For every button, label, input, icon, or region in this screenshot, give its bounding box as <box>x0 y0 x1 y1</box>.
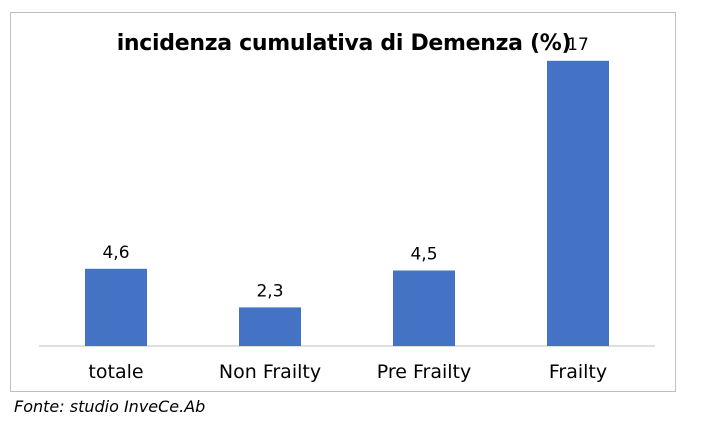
category-tick-label: totale <box>88 361 143 383</box>
data-label: 4,6 <box>102 243 129 263</box>
category-tick-label: Non Frailty <box>219 361 321 383</box>
source-note: Fonte: studio InveCe.Ab <box>14 397 206 416</box>
data-label: 2,3 <box>256 281 283 301</box>
bar-pre-frailty <box>393 270 455 346</box>
category-tick-label: Pre Frailty <box>377 361 472 383</box>
bar-frailty <box>547 60 609 347</box>
category-tick-label: Frailty <box>549 361 607 383</box>
chart-frame: incidenza cumulativa di Demenza (%) 4,6 2… <box>10 12 676 392</box>
data-label: 17 <box>567 35 589 55</box>
value-labels-group: 4,6 2,3 4,5 17 <box>102 35 588 302</box>
bar-totale <box>85 268 147 346</box>
chart-title: incidenza cumulativa di Demenza (%) <box>116 31 572 56</box>
category-labels-group: totale Non Frailty Pre Frailty Frailty <box>88 361 607 383</box>
bar-non-frailty <box>239 307 301 346</box>
data-label: 4,5 <box>410 245 437 265</box>
bar-chart: 4,6 2,3 4,5 17 totale Non Frailty Pre Frailty… <box>39 35 655 383</box>
bars-group <box>85 60 609 347</box>
